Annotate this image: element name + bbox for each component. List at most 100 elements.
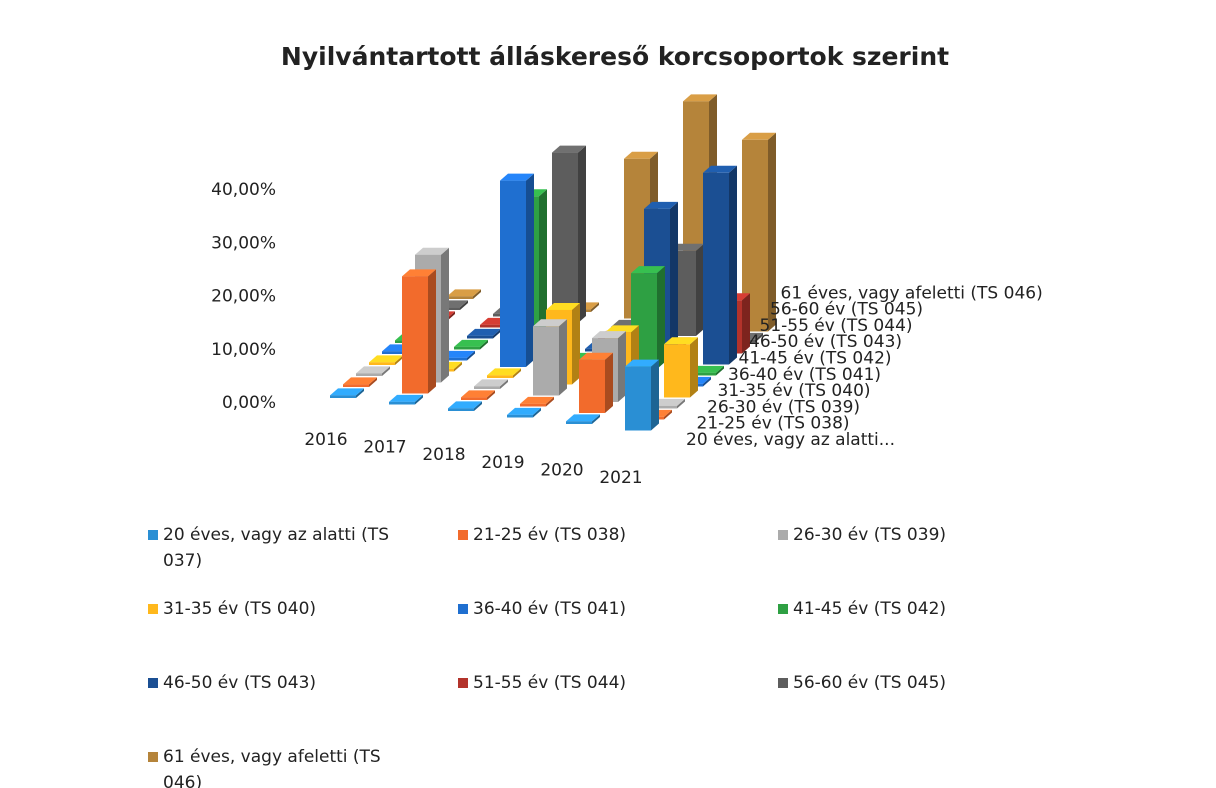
bar-side — [703, 376, 711, 387]
bar-front — [480, 324, 506, 328]
bar-top — [566, 414, 600, 422]
bar-top — [690, 365, 724, 373]
bar-front — [467, 335, 493, 339]
bar-front — [500, 180, 526, 367]
x-tick-label: 2019 — [481, 453, 524, 473]
bar-side — [592, 414, 600, 424]
legend-label: 51-55 év (TS 044) — [473, 673, 627, 693]
bar-side — [618, 331, 626, 402]
depth-tick-label: 46-50 év (TS 043) — [749, 332, 902, 352]
legend-swatch — [778, 530, 788, 540]
bar-side — [559, 319, 567, 396]
legend-item: 36-40 év (TS 041) — [458, 598, 778, 672]
x-tick-label: 2021 — [599, 468, 642, 488]
bar-front — [441, 357, 467, 361]
x-tick-label: 2018 — [422, 445, 465, 465]
legend-swatch — [778, 678, 788, 688]
bar-top — [520, 396, 554, 404]
bar-side — [487, 390, 495, 400]
bar — [461, 390, 495, 400]
bar-side — [729, 165, 737, 365]
bar-side — [657, 266, 665, 369]
legend-swatch — [148, 752, 158, 762]
bar-top — [742, 132, 776, 140]
y-tick-label: 10,00% — [211, 340, 276, 360]
bar-front — [389, 401, 415, 405]
bar-top — [651, 398, 685, 406]
bar-side — [768, 132, 776, 332]
chart: Nyilvántartott álláskereső korcsoportok … — [211, 42, 1043, 488]
legend-swatch — [458, 604, 468, 614]
bar-top — [330, 388, 364, 396]
bar-top — [625, 359, 659, 367]
bar-side — [742, 293, 750, 354]
depth-tick-label: 26-30 év (TS 039) — [707, 397, 860, 417]
bar — [487, 368, 521, 378]
bar — [742, 132, 776, 332]
bar-front — [343, 384, 369, 387]
bar-front — [651, 405, 677, 409]
legend-label: 61 éves, vagy afeletti (TS 046) — [163, 747, 381, 788]
bar — [448, 401, 482, 411]
bar-side — [690, 337, 698, 398]
bar-side — [670, 201, 678, 358]
bar-front — [507, 414, 533, 418]
bar-front — [566, 421, 592, 424]
legend-swatch — [458, 530, 468, 540]
bar-top — [703, 165, 737, 173]
x-tick-label: 2017 — [363, 438, 406, 458]
bar-top — [487, 368, 521, 376]
bar-side — [526, 173, 534, 367]
bar-top — [448, 401, 482, 409]
bar-top — [461, 390, 495, 398]
bar-side — [605, 352, 613, 413]
legend-label: 21-25 év (TS 038) — [473, 525, 627, 545]
bar-front — [552, 152, 578, 323]
bar-top — [474, 379, 508, 387]
legend-swatch — [148, 678, 158, 688]
bar-front — [454, 346, 480, 350]
bar-side — [513, 368, 521, 378]
legend-label: 46-50 év (TS 043) — [163, 673, 317, 693]
legend-label: 26-30 év (TS 039) — [793, 525, 947, 545]
bar-top — [441, 350, 475, 358]
bar-side — [664, 409, 672, 420]
legend-item: 26-30 év (TS 039) — [778, 524, 1078, 598]
bar-front — [533, 326, 559, 396]
legend-swatch — [778, 604, 788, 614]
bar — [474, 379, 508, 389]
bar — [389, 394, 423, 405]
depth-tick-label: 61 éves, vagy afeletti (TS 046) — [781, 283, 1043, 303]
bar-top — [579, 352, 613, 360]
legend-item: 56-60 év (TS 045) — [778, 672, 1078, 746]
bar-side — [454, 361, 462, 372]
bar — [520, 396, 554, 407]
bar — [690, 365, 724, 376]
bar — [631, 266, 665, 369]
bar — [651, 398, 685, 409]
bar — [441, 350, 475, 361]
legend-item: 31-35 év (TS 040) — [148, 598, 458, 672]
bar-top — [500, 173, 534, 181]
bar — [500, 173, 534, 367]
bar-front — [664, 344, 690, 398]
bar-top — [533, 319, 567, 327]
bar-front — [690, 372, 716, 376]
bar-side — [480, 339, 488, 350]
legend-item: 21-25 év (TS 038) — [458, 524, 778, 598]
bar-top — [664, 337, 698, 345]
bar-front — [487, 375, 513, 378]
bar-top — [605, 325, 639, 333]
bar-side — [651, 359, 659, 431]
bar-front — [520, 403, 546, 407]
bar-top — [644, 201, 678, 209]
bar-front — [448, 408, 474, 411]
bar-side — [500, 379, 508, 389]
bar-front — [625, 366, 651, 431]
bar-side — [493, 328, 501, 339]
bar-top — [389, 394, 423, 402]
legend: 20 éves, vagy az alatti (TS 037) 21-25 év… — [148, 524, 1108, 788]
bar-side — [578, 145, 586, 323]
bar — [625, 359, 659, 431]
